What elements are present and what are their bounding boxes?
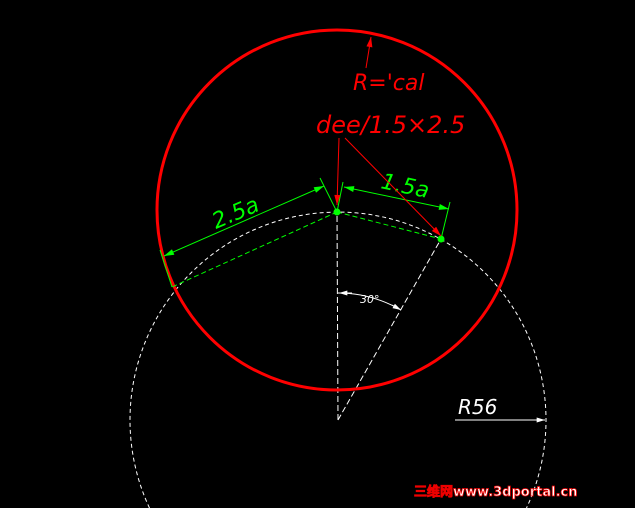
chord-left — [171, 211, 338, 288]
leader-radius — [365, 36, 373, 69]
radius-formula-label: R='cal — [353, 71, 424, 96]
dim-line-left — [163, 185, 325, 257]
ext-line — [159, 249, 173, 288]
dee-formula-label: dee/1.5×2.5 — [316, 111, 465, 139]
angle-label: 30° — [360, 293, 380, 306]
point-right — [437, 235, 445, 243]
r56-label: R56 — [458, 395, 497, 419]
watermark: 三维网www.3dportal.cn — [414, 485, 578, 501]
point-top — [333, 208, 341, 216]
center-line-angled — [337, 238, 442, 421]
chord-right — [336, 211, 442, 240]
ext-line — [319, 177, 338, 213]
leader-dee-down — [334, 137, 341, 206]
angle-arrow-right — [391, 303, 402, 311]
dim-line-right — [343, 186, 450, 210]
result-circle — [155, 28, 519, 392]
dim-label-left: 2.5a — [209, 193, 263, 235]
center-line-vertical — [336, 211, 339, 421]
reference-circle-r56 — [129, 211, 547, 508]
leader-dee-right — [344, 137, 442, 237]
